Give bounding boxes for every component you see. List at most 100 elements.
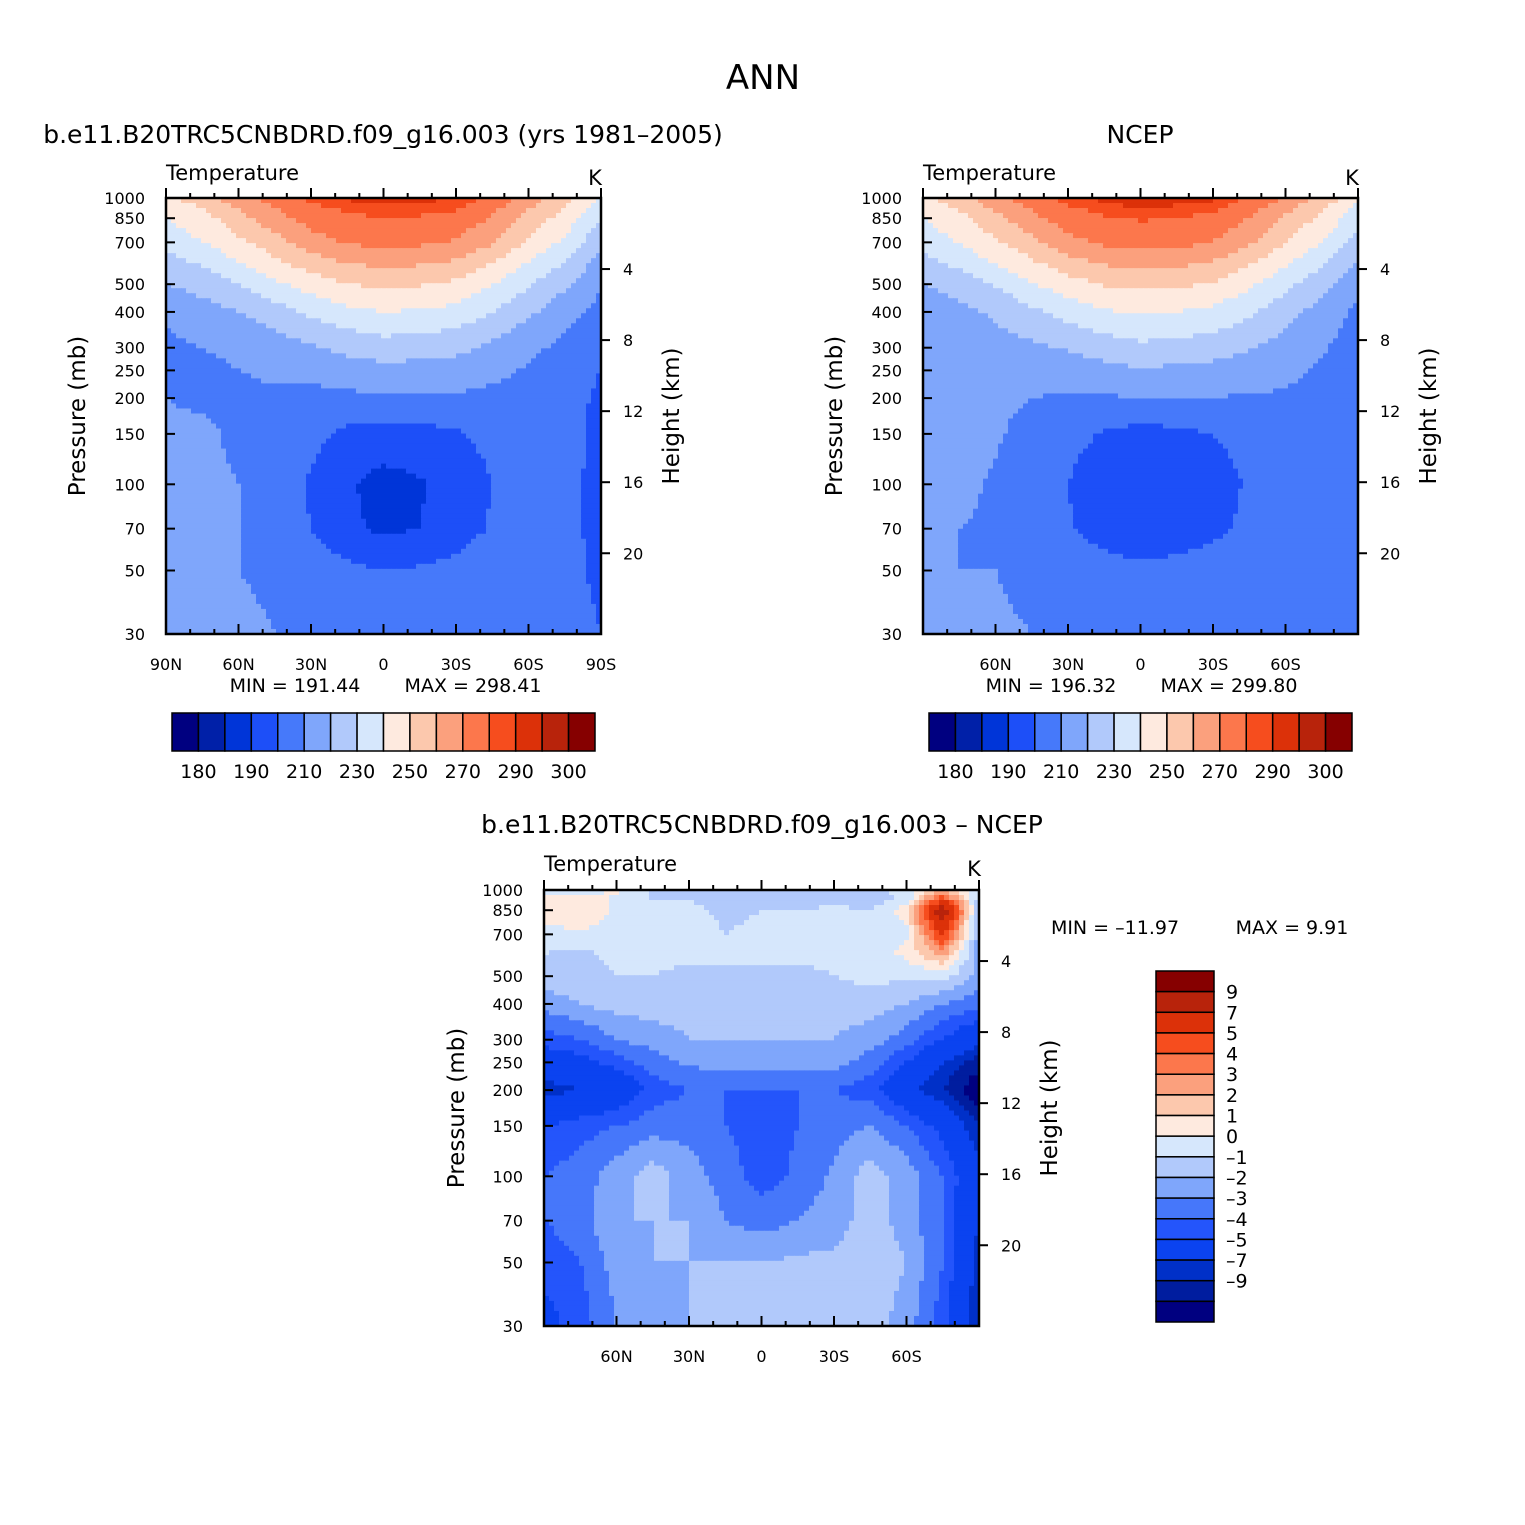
- contour-cell: [186, 434, 192, 440]
- contour-cell: [266, 388, 272, 394]
- contour-cell: [351, 393, 357, 399]
- contour-cell: [371, 203, 377, 209]
- contour-cell: [296, 313, 302, 319]
- contour-cell: [321, 223, 327, 229]
- contour-cell: [586, 373, 592, 379]
- contour-cell: [366, 283, 372, 289]
- contour-cell: [191, 378, 197, 384]
- contour-cell: [431, 373, 437, 379]
- contour-cell: [366, 258, 372, 264]
- contour-cell: [461, 343, 467, 349]
- contour-cell: [421, 233, 427, 239]
- contour-cell: [216, 318, 222, 324]
- contour-cell: [436, 203, 442, 209]
- contour-cell: [486, 444, 492, 450]
- contour-cell: [311, 318, 317, 324]
- contour-cell: [291, 313, 297, 319]
- contour-cell: [371, 308, 377, 314]
- contour-cell: [506, 398, 512, 404]
- contour-cell: [171, 363, 177, 369]
- contour-cell: [561, 403, 567, 409]
- contour-cell: [481, 218, 487, 224]
- contour-cell: [431, 263, 437, 269]
- contour-cell: [581, 273, 587, 279]
- contour-cell: [331, 408, 337, 414]
- contour-cell: [581, 323, 587, 329]
- contour-cell: [426, 283, 432, 289]
- contour-cell: [456, 368, 462, 374]
- contour-cell: [481, 258, 487, 264]
- contour-cell: [236, 253, 242, 259]
- contour-cell: [386, 338, 392, 344]
- contour-cell: [231, 308, 237, 314]
- contour-cell: [551, 223, 557, 229]
- contour-cell: [461, 318, 467, 324]
- contour-cell: [246, 263, 252, 269]
- contour-cell: [476, 348, 482, 354]
- contour-cell: [316, 353, 322, 359]
- contour-cell: [206, 238, 212, 244]
- contour-cell: [291, 333, 297, 339]
- contour-cell: [201, 253, 207, 259]
- contour-cell: [246, 288, 252, 294]
- contour-cell: [346, 358, 352, 364]
- contour-cell: [341, 459, 347, 465]
- contour-cell: [431, 459, 437, 465]
- contour-cell: [241, 218, 247, 224]
- contour-cell: [456, 268, 462, 274]
- contour-cell: [551, 343, 557, 349]
- contour-cell: [526, 208, 532, 214]
- contour-cell: [336, 429, 342, 435]
- contour-cell: [171, 338, 177, 344]
- contour-cell: [386, 479, 392, 485]
- contour-cell: [361, 243, 367, 249]
- contour-cell: [436, 268, 442, 274]
- contour-cell: [321, 348, 327, 354]
- contour-cell: [421, 278, 427, 284]
- contour-cell: [566, 293, 572, 299]
- contour-cell: [216, 293, 222, 299]
- contour-cell: [266, 429, 272, 435]
- contour-cell: [426, 439, 432, 445]
- contour-cell: [306, 228, 312, 234]
- contour-cell: [256, 413, 262, 419]
- contour-cell: [506, 208, 512, 214]
- contour-cell: [566, 343, 572, 349]
- contour-cell: [261, 434, 267, 440]
- contour-cell: [401, 238, 407, 244]
- contour-cell: [556, 248, 562, 254]
- contour-cell: [426, 213, 432, 219]
- contour-cell: [521, 253, 527, 259]
- contour-cell: [481, 213, 487, 219]
- contour-cell: [296, 368, 302, 374]
- contour-cell: [321, 454, 327, 460]
- contour-cell: [186, 248, 192, 254]
- contour-cell: [441, 238, 447, 244]
- contour-cell: [331, 383, 337, 389]
- contour-cell: [571, 248, 577, 254]
- contour-cell: [441, 388, 447, 394]
- contour-cell: [511, 363, 517, 369]
- contour-cell: [316, 358, 322, 364]
- contour-cell: [546, 248, 552, 254]
- contour-cell: [276, 268, 282, 274]
- contour-cell: [511, 228, 517, 234]
- contour-cell: [491, 419, 497, 425]
- contour-cell: [326, 228, 332, 234]
- contour-cell: [416, 248, 422, 254]
- contour-cell: [411, 333, 417, 339]
- contour-cell: [511, 353, 517, 359]
- contour-cell: [501, 474, 507, 480]
- contour-cell: [176, 398, 182, 404]
- contour-cell: [246, 293, 252, 299]
- contour-cell: [226, 303, 232, 309]
- contour-cell: [591, 308, 597, 314]
- contour-cell: [556, 383, 562, 389]
- contour-cell: [531, 449, 537, 455]
- contour-cell: [561, 328, 567, 334]
- contour-cell: [276, 258, 282, 264]
- contour-cell: [536, 444, 542, 450]
- contour-cell: [516, 218, 522, 224]
- contour-cell: [246, 358, 252, 364]
- contour-cell: [346, 218, 352, 224]
